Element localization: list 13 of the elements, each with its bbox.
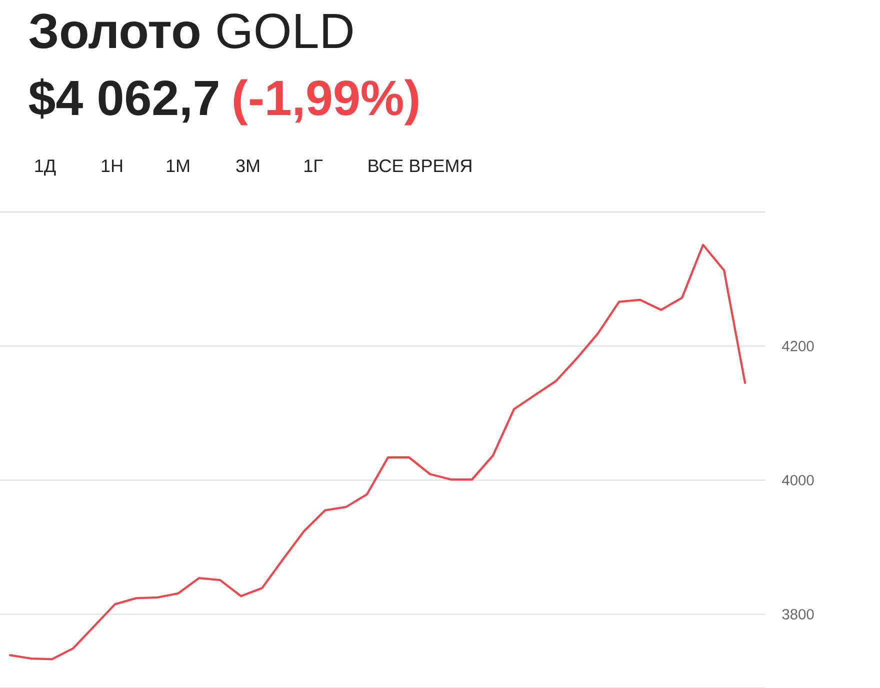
text: ВСЕ ВРЕМЯ <box>368 159 472 172</box>
y-tick-label: 4000 <box>782 474 814 486</box>
text: 1Г <box>304 160 323 172</box>
text: 3М <box>236 159 260 172</box>
y-tick-label: 4200 <box>782 340 814 352</box>
chart-title: Золото GOLD <box>29 14 352 48</box>
chart-subtitle: $4 062,7 <box>28 78 218 123</box>
text: (-1,99%) <box>234 79 418 126</box>
y-tick-label: 3800 <box>782 609 814 620</box>
text: 1Н <box>102 160 122 172</box>
line-series <box>8 244 746 660</box>
text: 1М <box>166 160 190 172</box>
text: 1Д <box>35 160 56 176</box>
